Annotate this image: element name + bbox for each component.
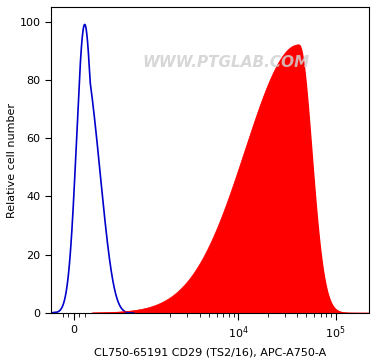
Y-axis label: Relative cell number: Relative cell number (7, 103, 17, 218)
Text: WWW.PTGLAB.COM: WWW.PTGLAB.COM (143, 55, 309, 70)
X-axis label: CL750-65191 CD29 (TS2/16), APC-A750-A: CL750-65191 CD29 (TS2/16), APC-A750-A (94, 347, 326, 357)
